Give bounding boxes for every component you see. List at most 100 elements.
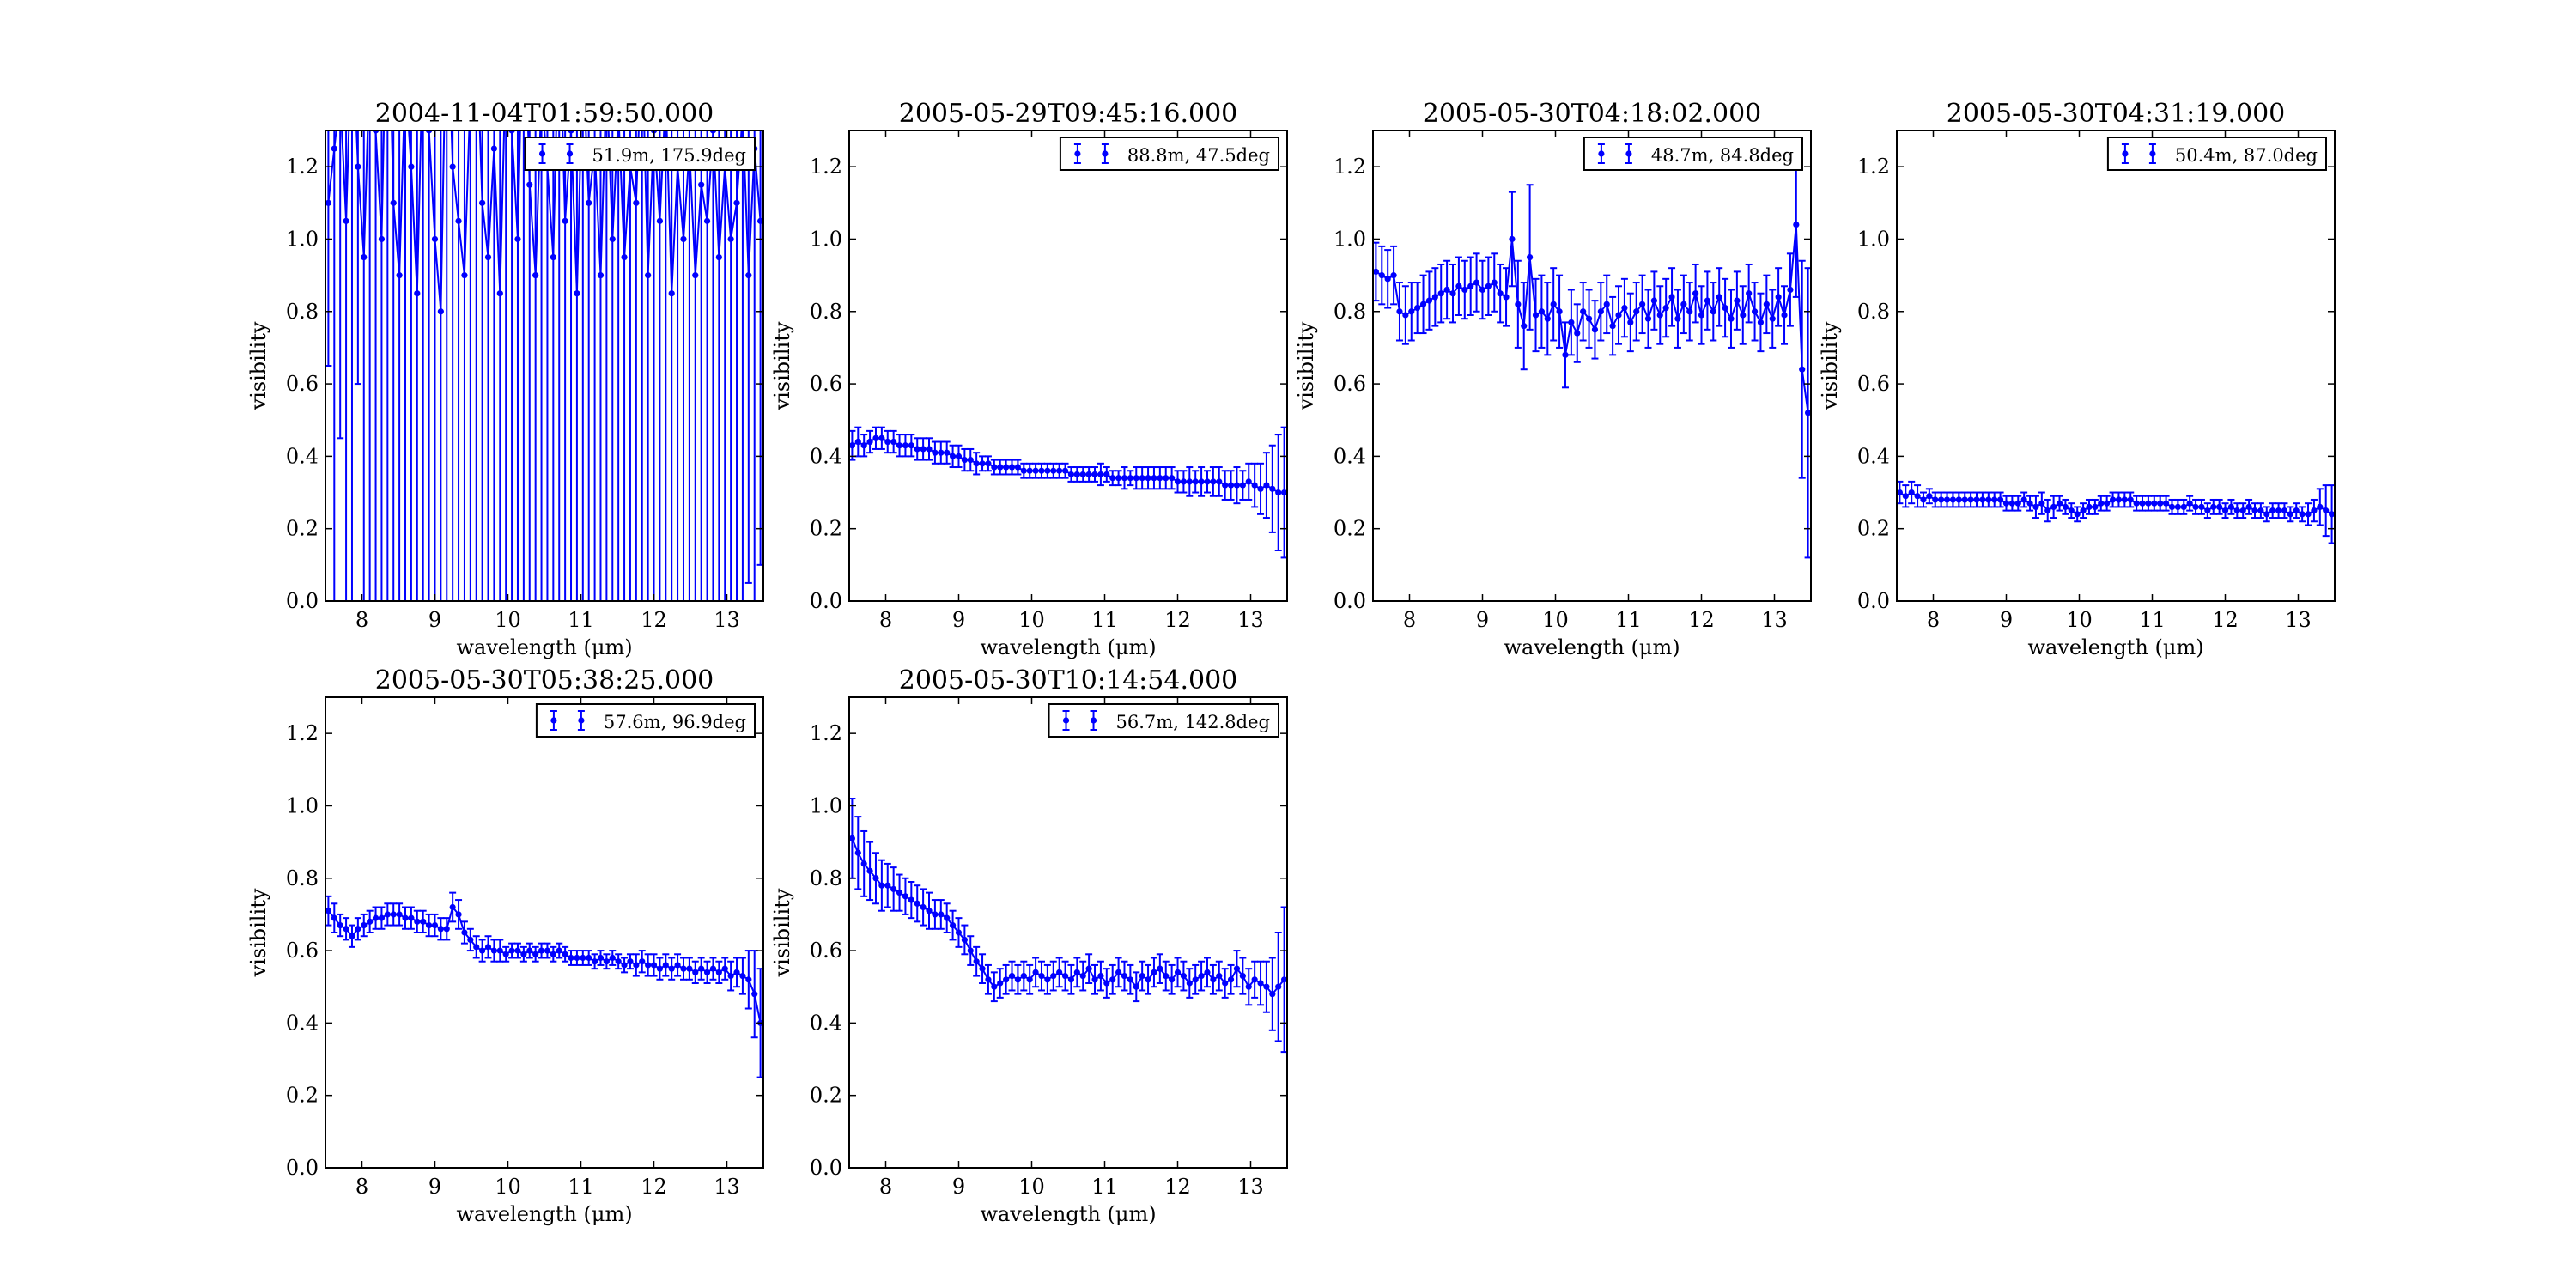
data-point [1186, 478, 1193, 485]
data-point [745, 272, 752, 279]
y-tick-label: 0.6 [1334, 372, 1366, 396]
legend: 50.4m, 87.0deg [2106, 137, 2327, 171]
y-tick-label: 0.6 [286, 939, 319, 963]
data-point [1781, 312, 1788, 319]
y-tick-label: 0.4 [286, 444, 319, 468]
data-point [449, 163, 456, 170]
data-point [1668, 294, 1675, 301]
data-point [1805, 410, 1811, 416]
axes-frame [1896, 130, 2336, 602]
data-point [1145, 976, 1151, 983]
data-point [1515, 301, 1522, 307]
data-point [1269, 991, 1276, 998]
data-point [349, 933, 355, 939]
data-point [854, 849, 861, 856]
data-point [431, 235, 439, 243]
data-point [597, 272, 605, 279]
data-point [414, 290, 421, 297]
data-point [890, 885, 897, 893]
data-point [902, 893, 909, 900]
data-point [866, 867, 873, 874]
data-point [1609, 323, 1616, 330]
data-point [2098, 500, 2105, 507]
data-point [680, 965, 687, 972]
legend: 48.7m, 84.8deg [1583, 137, 1803, 171]
chart-panel: 8 9 10 11 12 13 0.0 0.2 0.4 0.6 0.8 1.0 1.2 2005-05-3… [1818, 99, 2336, 659]
legend-marker [1062, 717, 1070, 724]
data-point [343, 926, 349, 933]
data-point [1061, 467, 1069, 474]
data-point [698, 181, 705, 188]
data-point [1787, 286, 1794, 294]
legend-label: 48.7m, 84.8deg [1651, 145, 1794, 166]
y-axis-label: visibility [770, 321, 794, 410]
x-tick-label: 11 [1091, 1175, 1118, 1199]
legend: 57.6m, 96.9deg [535, 703, 756, 738]
data-point [1408, 308, 1415, 315]
data-point [2038, 500, 2045, 507]
data-point [872, 434, 879, 441]
x-tick-label: 13 [1237, 1175, 1264, 1199]
data-point [2263, 511, 2270, 518]
legend-marker [1598, 150, 1605, 157]
data-point [544, 947, 551, 954]
data-point [1527, 253, 1534, 261]
data-point [1908, 489, 1915, 496]
data-point [727, 972, 734, 980]
chart-panel: 8 9 10 11 12 13 0.0 0.2 0.4 0.6 0.8 1.0 1.2 2005-05-2… [770, 99, 1288, 659]
data-point [920, 903, 927, 911]
data-marks [849, 798, 1287, 1054]
data-point [1384, 276, 1391, 283]
data-point [961, 457, 968, 464]
y-tick-label: 0.8 [810, 866, 842, 890]
data-point [1061, 972, 1069, 980]
x-tick-label: 9 [952, 608, 965, 632]
data-point [757, 217, 763, 224]
data-point [1050, 467, 1057, 474]
data-point [944, 914, 951, 921]
data-point [890, 438, 897, 446]
data-point [914, 900, 920, 907]
data-point [674, 962, 681, 969]
data-point [1425, 297, 1433, 304]
data-point [2317, 503, 2324, 511]
y-tick-label: 0.0 [1334, 589, 1366, 613]
x-axis-label: wavelength (μm) [2027, 635, 2203, 659]
chart-title: 2005-05-30T05:38:25.000 [375, 665, 714, 696]
data-point [2168, 503, 2176, 511]
data-point [1151, 475, 1157, 482]
data-point [1198, 478, 1205, 485]
data-point [973, 460, 980, 467]
data-point [1251, 976, 1258, 983]
data-point [449, 903, 456, 911]
data-point [1133, 983, 1139, 990]
data-point [1591, 326, 1599, 333]
data-point [1180, 478, 1188, 485]
data-point [609, 954, 616, 962]
data-point [484, 944, 492, 951]
data-point [1127, 475, 1133, 482]
x-tick-label: 12 [641, 608, 667, 632]
data-point [1532, 312, 1540, 319]
legend-marker [578, 717, 585, 724]
data-point [1245, 983, 1252, 990]
x-tick-label: 10 [495, 1175, 521, 1199]
data-point [715, 969, 722, 975]
data-point [715, 253, 722, 261]
data-point [680, 235, 687, 243]
data-point [1032, 969, 1039, 975]
data-point [1419, 301, 1427, 307]
data-point [2050, 503, 2057, 511]
data-point [2198, 503, 2205, 511]
x-tick-label: 9 [2000, 608, 2013, 632]
data-point [2014, 500, 2021, 507]
data-point [878, 434, 885, 441]
data-point [633, 962, 640, 969]
legend-marker [566, 150, 574, 157]
y-axis-label: visibility [246, 321, 270, 410]
data-point [1151, 969, 1157, 975]
data-point [1985, 496, 1992, 503]
data-point [2121, 496, 2128, 503]
data-point [2275, 507, 2282, 514]
data-point [866, 438, 873, 446]
